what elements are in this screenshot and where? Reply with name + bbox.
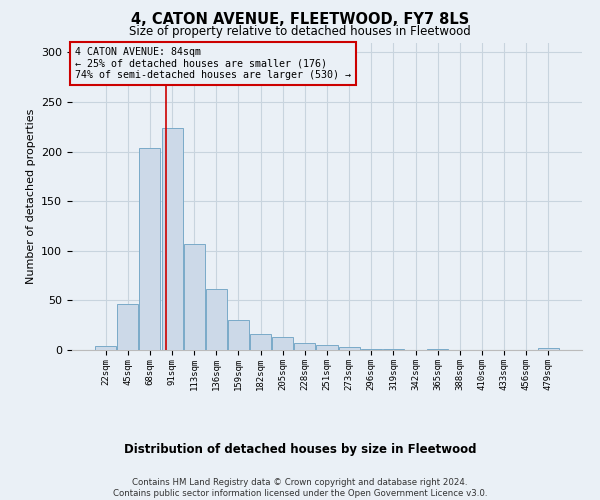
Bar xyxy=(295,343,316,350)
Bar xyxy=(118,304,139,350)
Bar xyxy=(338,347,359,350)
Bar xyxy=(184,244,205,350)
Bar xyxy=(538,348,559,350)
Bar xyxy=(272,337,293,350)
Bar xyxy=(427,349,448,350)
Bar xyxy=(361,349,382,350)
Bar xyxy=(206,288,227,350)
Bar xyxy=(250,334,271,350)
Bar xyxy=(139,148,160,350)
Text: Size of property relative to detached houses in Fleetwood: Size of property relative to detached ho… xyxy=(129,25,471,38)
Y-axis label: Number of detached properties: Number of detached properties xyxy=(26,108,35,284)
Text: Distribution of detached houses by size in Fleetwood: Distribution of detached houses by size … xyxy=(124,442,476,456)
Bar xyxy=(316,345,338,350)
Bar xyxy=(95,346,116,350)
Text: Contains HM Land Registry data © Crown copyright and database right 2024.
Contai: Contains HM Land Registry data © Crown c… xyxy=(113,478,487,498)
Bar xyxy=(161,128,182,350)
Text: 4 CATON AVENUE: 84sqm
← 25% of detached houses are smaller (176)
74% of semi-det: 4 CATON AVENUE: 84sqm ← 25% of detached … xyxy=(74,47,350,80)
Bar xyxy=(228,320,249,350)
Text: 4, CATON AVENUE, FLEETWOOD, FY7 8LS: 4, CATON AVENUE, FLEETWOOD, FY7 8LS xyxy=(131,12,469,28)
Bar xyxy=(383,349,404,350)
